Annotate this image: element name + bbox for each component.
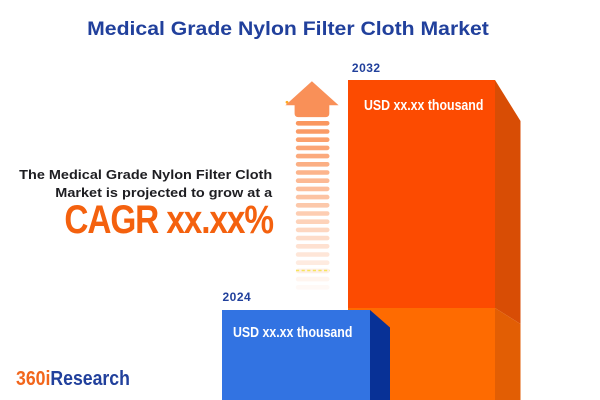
bar-2032	[348, 80, 521, 400]
arrow-stripe	[295, 162, 330, 167]
arrow-stripe	[295, 285, 330, 290]
arrow-stripe	[295, 227, 330, 233]
logo-360iresearch: 360iResearch	[16, 369, 130, 389]
bar-2032-side-lower	[495, 308, 521, 400]
arrow-stripe	[295, 186, 330, 192]
arrow-stripe	[295, 244, 330, 249]
bar-label-2024: 2024	[222, 289, 252, 304]
arrow-stripe	[295, 219, 330, 224]
bar-value-2032: USD xx.xx thousand	[363, 97, 484, 114]
growth-arrow-icon	[285, 81, 339, 290]
bar-2024-side	[370, 310, 390, 400]
arrow-stripe	[295, 194, 330, 200]
arrow-stripes	[295, 121, 330, 290]
logo-prefix: 360i	[15, 367, 51, 390]
arrow-stripe	[295, 211, 330, 216]
logo-suffix: Research	[50, 367, 130, 390]
arrow-stripe	[295, 276, 330, 282]
arrow-stripe	[295, 121, 330, 126]
arrow-stripe	[295, 203, 330, 208]
bar-2024	[222, 310, 390, 400]
arrow-stripe	[295, 129, 330, 134]
bar-2032-side-upper	[495, 80, 521, 324]
arrow-stripe	[295, 252, 330, 257]
arrow-stripe	[295, 137, 330, 142]
bar-2024-front	[222, 310, 370, 400]
arrow-stripe	[295, 145, 330, 151]
description-text: The Medical Grade Nylon Filter Cloth Mar…	[19, 166, 272, 202]
arrow-stripe	[295, 153, 330, 159]
arrow-accent-dot	[285, 100, 289, 104]
bar-2032-front-upper	[348, 80, 495, 308]
description-line1: The Medical Grade Nylon Filter Cloth	[19, 167, 273, 182]
arrow-stripe	[295, 260, 330, 265]
bar-label-2032: 2032	[351, 61, 381, 76]
arrow-stripe	[295, 235, 330, 241]
arrow-stripe	[295, 268, 330, 274]
cagr-value: CAGR xx.xx%	[64, 197, 274, 242]
description-line2: Market is projected to grow at a	[55, 185, 273, 200]
bar-value-2024: USD xx.xx thousand	[232, 324, 353, 341]
arrow-head	[285, 81, 339, 118]
arrow-stripe	[295, 178, 330, 183]
arrow-stripe	[295, 170, 330, 175]
page-title: Medical Grade Nylon Filter Cloth Market	[87, 17, 489, 40]
